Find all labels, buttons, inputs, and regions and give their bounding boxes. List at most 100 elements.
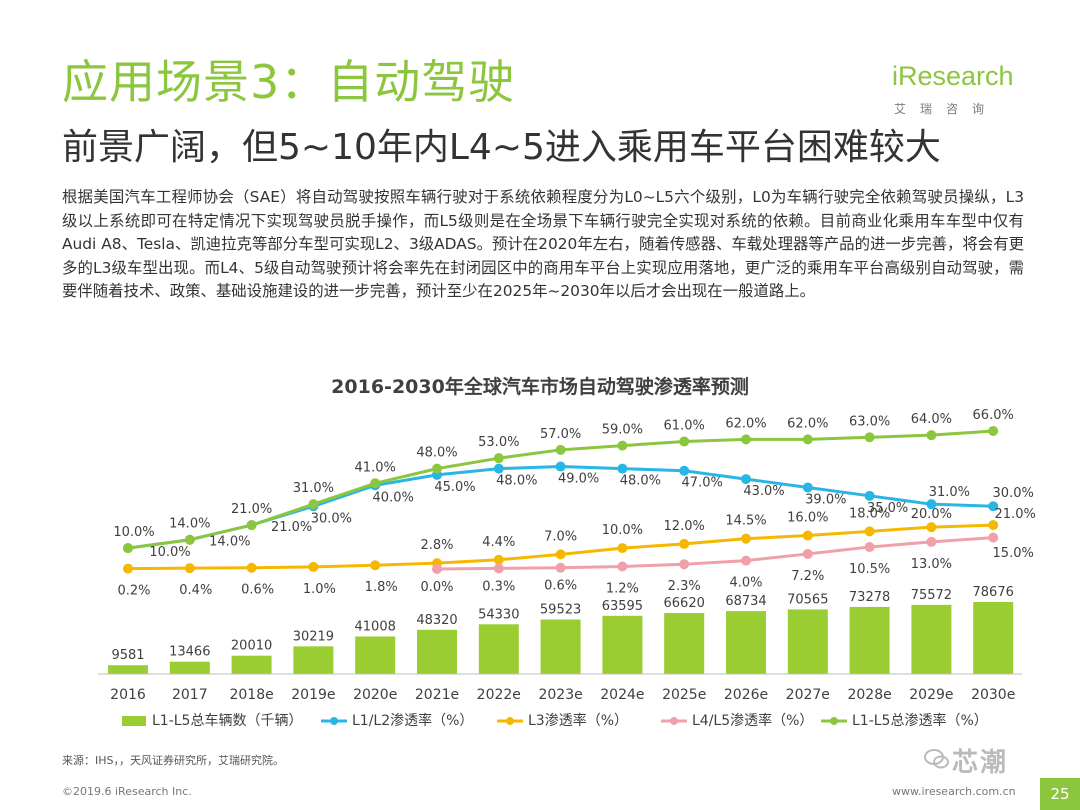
legend-item: L4/L5渗透率（%） xyxy=(660,710,813,732)
data-label: 0.6% xyxy=(544,579,577,594)
page-title: 应用场景3：自动驾驶 xyxy=(62,55,516,109)
legend-label: L1/L2渗透率（%） xyxy=(352,713,474,729)
x-tick-label: 2016 xyxy=(110,687,146,703)
bar-value-label: 70565 xyxy=(787,592,828,607)
bar-value-label: 20010 xyxy=(231,639,272,654)
data-label: 49.0% xyxy=(558,472,599,487)
bar xyxy=(726,611,766,674)
series-point xyxy=(926,430,937,441)
series-point xyxy=(555,461,566,472)
series-point xyxy=(493,463,504,474)
logo-wordmark: iResearch xyxy=(892,61,1014,91)
series-point xyxy=(555,444,566,455)
data-label: 59.0% xyxy=(602,423,643,438)
data-label: 15.0% xyxy=(993,546,1034,561)
series-point xyxy=(926,522,937,533)
x-tick-label: 2019e xyxy=(291,687,335,703)
series-point xyxy=(802,530,813,541)
legend-label: L3渗透率（%） xyxy=(528,713,629,729)
bar xyxy=(293,646,334,674)
data-label: 1.0% xyxy=(303,582,336,597)
series-point xyxy=(802,434,813,445)
data-label: 47.0% xyxy=(682,476,723,491)
line-swatch-icon xyxy=(321,717,347,725)
source-note: 来源：IHS，，天风证券研究所，艾瑞研究院。 xyxy=(62,754,284,767)
x-tick-label: 2017 xyxy=(172,687,208,703)
data-label: 0.2% xyxy=(117,584,150,599)
data-label: 10.5% xyxy=(849,562,890,577)
bar-value-label: 63595 xyxy=(602,599,643,614)
series-point xyxy=(864,490,875,501)
series-point xyxy=(432,564,442,574)
data-label: 7.0% xyxy=(544,529,577,544)
bar xyxy=(911,604,952,674)
bar-value-label: 73278 xyxy=(849,590,890,605)
series-point xyxy=(308,561,319,572)
data-label: 10.0% xyxy=(149,545,190,560)
data-label: 43.0% xyxy=(743,484,784,499)
data-label: 0.0% xyxy=(420,580,453,595)
x-tick-label: 2018e xyxy=(229,687,273,703)
data-label: 21.0% xyxy=(231,502,272,517)
series-point xyxy=(184,534,195,545)
line-swatch-icon xyxy=(497,717,523,725)
bar xyxy=(602,615,643,674)
x-tick-label: 2025e xyxy=(662,687,706,703)
data-label: 1.8% xyxy=(365,580,398,595)
series-point xyxy=(988,426,999,436)
data-label: 13.0% xyxy=(911,557,952,572)
series-point xyxy=(864,526,875,537)
chart-title: 2016-2030年全球汽车市场自动驾驶渗透率预测 xyxy=(331,376,749,398)
bar-value-label: 54330 xyxy=(478,607,519,622)
line-swatch-icon xyxy=(821,717,847,725)
page-subtitle: 前景广阔，但5~10年内L4~5进入乘用车平台困难较大 xyxy=(62,127,941,168)
data-label: 31.0% xyxy=(293,481,334,496)
data-label: 18.0% xyxy=(849,506,890,521)
legend-item: L1/L2渗透率（%） xyxy=(320,710,473,732)
series-point xyxy=(741,555,751,566)
data-label: 41.0% xyxy=(355,460,396,475)
x-tick-label: 2028e xyxy=(847,687,891,703)
series-point xyxy=(741,533,751,544)
bar xyxy=(355,636,396,674)
data-label: 12.0% xyxy=(664,519,705,534)
data-label: 16.0% xyxy=(787,511,828,526)
series-point xyxy=(926,499,937,510)
bar-value-label: 78676 xyxy=(973,585,1014,600)
series-point xyxy=(679,538,690,549)
series-point xyxy=(864,432,875,443)
series-point xyxy=(617,561,628,572)
x-tick-label: 2021e xyxy=(415,687,459,703)
legend-label: L4/L5渗透率（%） xyxy=(692,713,814,729)
series-point xyxy=(802,482,813,493)
data-label: 57.0% xyxy=(540,427,581,442)
legend-label: L1-L5总车辆数（千辆） xyxy=(152,713,303,729)
legend-item: L1-L5总渗透率（%） xyxy=(820,710,988,732)
series-point xyxy=(988,532,999,543)
x-tick-label: 2027e xyxy=(786,687,830,703)
chart-legend: L1-L5总车辆数（千辆） L1/L2渗透率（%） L3渗透率（%） L4/L5渗透率… xyxy=(120,710,1020,732)
bar-value-label: 66620 xyxy=(664,596,705,611)
bar-swatch-icon xyxy=(122,716,146,726)
bar xyxy=(231,655,272,674)
bar xyxy=(478,624,519,674)
series-point xyxy=(432,463,442,474)
data-label: 10.0% xyxy=(113,525,154,540)
data-label: 48.0% xyxy=(416,446,457,461)
data-label: 2.8% xyxy=(420,538,453,553)
data-label: 66.0% xyxy=(973,408,1014,423)
series-line xyxy=(436,536,994,571)
data-label: 0.4% xyxy=(179,583,212,598)
series-point xyxy=(493,554,504,565)
website-text: www.iresearch.com.cn xyxy=(892,785,1016,798)
data-label: 64.0% xyxy=(911,412,952,427)
bar xyxy=(169,661,210,674)
series-point xyxy=(617,440,628,451)
data-label: 21.0% xyxy=(271,520,312,535)
watermark: 芯潮 xyxy=(952,748,1009,778)
series-point xyxy=(123,543,133,554)
bar-value-label: 59523 xyxy=(540,603,581,618)
bar-value-label: 9581 xyxy=(111,648,144,663)
series-point xyxy=(988,520,999,531)
